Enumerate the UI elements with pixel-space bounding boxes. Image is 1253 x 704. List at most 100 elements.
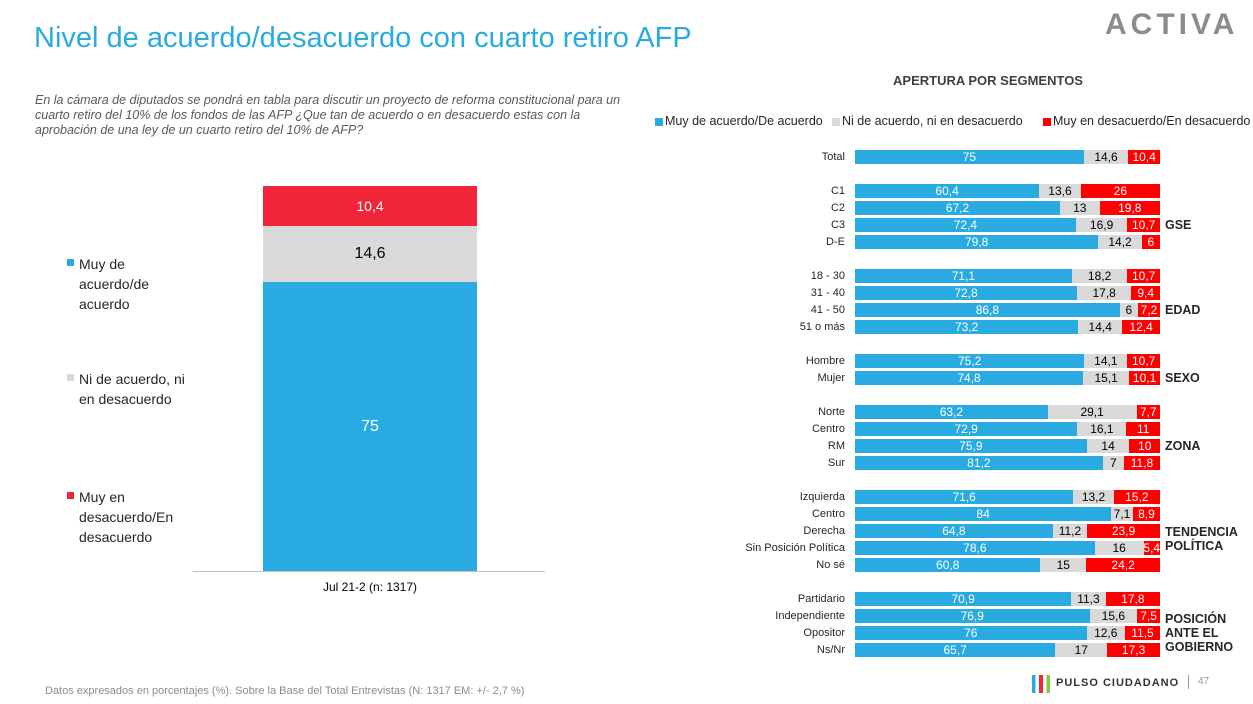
bar-segment [1129,371,1160,385]
legend-label: Muy en desacuerdo/En desacuerdo [1053,114,1251,128]
value-label: 15,6 [1101,609,1125,623]
brand-icon [1032,675,1050,693]
bar-segment [1039,184,1081,198]
group-label: EDAD [1165,302,1201,317]
legend-swatch [1043,118,1051,126]
bar-segment [1040,558,1087,572]
legend-label: Muy de acuerdo/De acuerdo [665,114,823,128]
value-label: 17,8 [1121,592,1145,606]
legend-label: Ni de acuerdo, ni en desacuerdo [842,114,1023,128]
bar-segment [1138,303,1160,317]
bar-segment [1141,235,1160,249]
bar-segment [1124,456,1160,470]
brand: PULSO CIUDADANO [1056,677,1180,689]
category-label: 51 o más [799,321,845,333]
legend-label: Muy de acuerdo/de acuerdo [79,256,150,312]
bar-segment [855,320,1079,334]
value-label: 7,7 [1139,405,1157,419]
category-label: Sur [827,457,845,469]
group-label: ZONA [1165,438,1201,453]
value-label: 7,2 [1140,303,1158,317]
value-label: 16 [1112,541,1126,555]
bar-segment [263,186,477,227]
bar-segment [1094,541,1144,555]
value-label: 10,4 [356,198,384,215]
bar-segment [1127,354,1160,368]
value-label: 7 [1109,456,1117,470]
category-label: 18 - 30 [810,270,845,282]
slide-title: Nivel de acuerdo/desacuerdo con cuarto r… [34,22,692,54]
bar-segment [1059,201,1100,215]
value-label: 76,9 [960,609,984,623]
value-label: 75 [962,150,977,164]
bar-segment [1083,371,1130,385]
bar-segment [1113,490,1160,504]
value-label: 23,9 [1111,524,1136,538]
value-label: 73,2 [954,320,979,334]
value-label: 12,6 [1094,626,1118,640]
bar-segment [1102,456,1124,470]
category-label: Norte [818,406,845,418]
value-label: 14,2 [1108,235,1132,249]
category-label: Centro [811,423,845,435]
bar-segment [1122,320,1160,334]
bar-segment [1126,422,1160,436]
value-label: 86,8 [975,303,1000,317]
bar-segment [1137,609,1160,623]
value-label: 10,1 [1132,371,1157,385]
value-label: 75,2 [958,354,982,368]
value-label: 10,4 [1132,150,1156,164]
bar-segment [1052,524,1088,538]
value-label: 63,2 [939,405,964,419]
value-label: 60,8 [936,558,960,572]
bar-segment [855,218,1076,232]
bar-segment [1086,626,1125,640]
bar-segment [855,490,1074,504]
category-label: C3 [830,219,845,231]
value-label: 13,2 [1081,490,1106,504]
category-label: Derecha [803,525,845,537]
bar-segment [1124,626,1160,640]
value-label: 24,2 [1111,558,1135,572]
footnote: Datos expresados en porcentajes (%). Sob… [45,685,525,697]
value-label: 14,1 [1094,354,1118,368]
value-label: 11,2 [1058,524,1082,538]
bar-segment [263,282,477,571]
category-label: RM [827,440,845,452]
value-label: 10 [1138,439,1152,453]
value-label: 71,1 [951,269,976,283]
value-label: 11,3 [1077,592,1100,606]
bar-segment [855,541,1095,555]
category-label: No sé [816,559,845,571]
category-label: Centro [811,508,845,520]
category-label: Partidario [797,593,845,605]
category-label: Hombre [805,355,845,367]
value-label: 6 [1125,303,1133,317]
bar-segment [855,643,1056,657]
bar-segment [855,507,1112,521]
group-label: GSE [1165,217,1192,232]
category-label: C1 [830,185,845,197]
value-label: 17 [1074,643,1088,657]
value-label: 81,2 [967,456,991,470]
bar-segment [1055,643,1108,657]
bar-segment [855,439,1087,453]
bar-segment [1105,592,1160,606]
value-label: 16,1 [1090,422,1114,436]
bar-segment [1084,354,1128,368]
value-label: 10,7 [1131,218,1156,232]
bar-segment [1136,405,1160,419]
value-label: 15,2 [1125,490,1149,504]
value-label: 18,2 [1087,269,1112,283]
bar-segment [855,626,1087,640]
bar-segment [1111,507,1133,521]
page-number: 47 [1198,676,1210,687]
bar-segment [855,150,1084,164]
bar-segment [1071,269,1128,283]
bar-segment [855,269,1072,283]
bar-segment [1077,286,1132,300]
legend-label: Ni de acuerdo, ni en desacuerdo [79,371,185,407]
bar-segment [1132,507,1160,521]
bar-segment [855,422,1078,436]
